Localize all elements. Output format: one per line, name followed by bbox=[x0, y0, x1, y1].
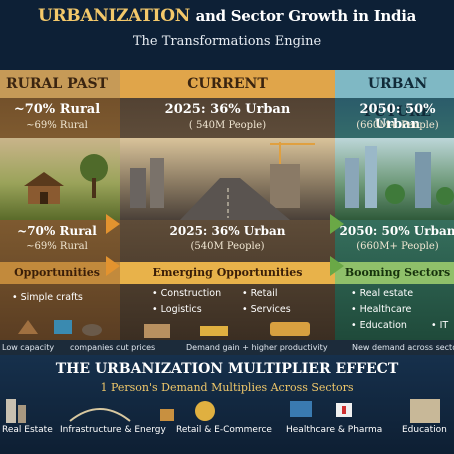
hut-icon bbox=[24, 154, 108, 204]
title-rest: and Sector Growth in India bbox=[195, 7, 417, 25]
opportunities-heading: Opportunities bbox=[0, 262, 120, 284]
stat-main-2: 2025: 36% Urban bbox=[169, 224, 286, 238]
opportunity-item: • IT bbox=[431, 320, 449, 331]
stat-main-2: 2050: 50% Urban bbox=[339, 224, 454, 238]
future-city-scene bbox=[335, 138, 454, 220]
sector-icons bbox=[6, 399, 440, 423]
flow-middle: Demand gain + higher productivity bbox=[186, 343, 328, 352]
cart-icon bbox=[160, 409, 174, 421]
sector-label: Infrastructure & Energy bbox=[60, 425, 166, 435]
arrow-right-icon bbox=[330, 256, 344, 276]
arrow-right-icon bbox=[330, 214, 344, 234]
sector-label: Real Estate bbox=[2, 425, 53, 435]
panel-heading: URBAN FUTURE bbox=[335, 70, 454, 120]
building-icon bbox=[6, 399, 16, 423]
flow-left: Low capacity bbox=[2, 343, 55, 352]
village-scene bbox=[0, 138, 120, 220]
school-icon bbox=[410, 399, 440, 423]
panel-heading: RURAL PAST bbox=[0, 70, 120, 98]
flow-strip: Low capacity companies cut prices Demand… bbox=[0, 340, 454, 355]
flow-left-2: companies cut prices bbox=[70, 343, 156, 352]
opportunities-heading: Booming Sectors bbox=[335, 262, 454, 284]
stat-main-2: ~70% Rural bbox=[17, 224, 97, 238]
stat-sub: (660M+ People) bbox=[356, 120, 439, 131]
flow-right: New demand across sectors bbox=[352, 343, 454, 352]
opportunity-item: • Real estate bbox=[351, 288, 414, 299]
arrow-right-icon bbox=[106, 256, 120, 276]
panel-current: CURRENT 2025: 36% Urban ( 540M People) 2… bbox=[120, 70, 335, 340]
arrow-right-icon bbox=[106, 214, 120, 234]
stat-sub-2: ~69% Rural bbox=[26, 241, 88, 252]
stat-sub-2: (540M People) bbox=[190, 241, 265, 252]
sector-label: Retail & E-Commerce bbox=[176, 425, 272, 435]
bag-icon bbox=[195, 401, 215, 421]
panel-urban-future: URBAN FUTURE 2050: 50% Urban (660M+ Peop… bbox=[335, 70, 454, 340]
opportunity-item: • Services bbox=[242, 304, 291, 315]
sector-label: Healthcare & Pharma bbox=[286, 425, 383, 435]
multiplier-title: THE URBANIZATION MULTIPLIER EFFECT bbox=[55, 361, 399, 377]
modern-skyline-icon bbox=[345, 146, 454, 208]
page-subtitle: The Transformations Engine bbox=[132, 34, 322, 49]
opportunity-item: • Construction bbox=[152, 288, 222, 299]
title-lead: URBANIZATION bbox=[37, 6, 190, 26]
crafts-icon bbox=[18, 320, 102, 336]
stat-sub-2: (660M+ People) bbox=[356, 241, 439, 252]
panel-rural-past: RURAL PAST ~70% Rural ~69% Rural ~70% Ru… bbox=[0, 70, 120, 340]
laptop-icon bbox=[290, 401, 312, 417]
bridge-icon bbox=[69, 408, 131, 422]
panel-heading: CURRENT bbox=[120, 70, 335, 98]
page-title: URBANIZATION and Sector Growth in India bbox=[0, 6, 454, 26]
multiplier-subtitle: 1 Person's Demand Multiplies Across Sect… bbox=[100, 381, 354, 394]
opportunity-item: • Retail bbox=[242, 288, 278, 299]
stat-main: 2050: 50% Urban bbox=[359, 102, 436, 132]
opportunity-item: • Education bbox=[351, 320, 407, 331]
multiplier-section: THE URBANIZATION MULTIPLIER EFFECT 1 Per… bbox=[0, 355, 454, 454]
opportunities-heading: Emerging Opportunities bbox=[120, 262, 335, 284]
stat-main: 2025: 36% Urban bbox=[164, 102, 291, 117]
sector-label: Education bbox=[402, 425, 447, 435]
vehicles-icon bbox=[144, 322, 310, 338]
city-skyline-icon bbox=[130, 142, 315, 220]
opportunity-item: • Logistics bbox=[152, 304, 202, 315]
stat-sub: ~69% Rural bbox=[26, 120, 88, 131]
city-construction-scene bbox=[120, 138, 335, 220]
stat-main: ~70% Rural bbox=[13, 102, 101, 117]
stat-sub: ( 540M People) bbox=[188, 120, 267, 131]
opportunity-item: • Healthcare bbox=[351, 304, 412, 315]
opportunity-item: • Simple crafts bbox=[12, 292, 83, 303]
